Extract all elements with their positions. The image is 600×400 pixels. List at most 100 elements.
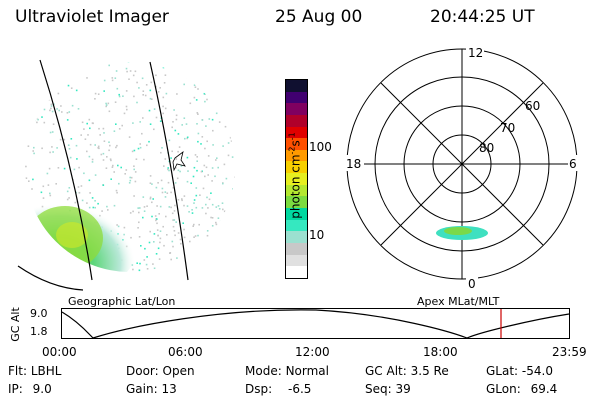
speckle-dot (194, 253, 197, 256)
speckle-dot (209, 90, 212, 92)
speckle-dot (196, 160, 198, 162)
speckle-dot (34, 119, 36, 122)
speckle-dot (205, 212, 207, 215)
speckle-dot (179, 170, 181, 173)
speckle-dot (164, 191, 167, 193)
speckle-dot (33, 271, 35, 272)
speckle-dot (52, 123, 55, 125)
speckle-dot (161, 191, 164, 194)
geographic-image (17, 59, 235, 291)
speckle-dot (111, 166, 114, 168)
speckle-dot (128, 182, 131, 184)
speckle-dot (152, 263, 154, 265)
apex-label: Apex MLat/MLT (417, 295, 500, 308)
speckle-dot (223, 268, 225, 270)
colorbar-segment (286, 103, 307, 115)
speckle-dot (227, 213, 229, 215)
speckle-dot (218, 121, 221, 123)
speckle-dot (173, 109, 175, 111)
speckle-dot (215, 244, 218, 247)
geographic-label: Geographic Lat/Lon (68, 295, 176, 308)
speckle-dot (225, 81, 228, 83)
speckle-dot (211, 203, 214, 206)
speckle-dot (25, 258, 27, 260)
speckle-dot (83, 62, 86, 65)
speckle-dot (91, 62, 93, 63)
speckle-dot (28, 87, 31, 90)
speckle-dot (99, 134, 101, 136)
speckle-dot (149, 196, 152, 199)
speckle-dot (112, 164, 114, 167)
speckle-dot (118, 128, 121, 130)
speckle-dot (211, 94, 214, 96)
speckle-dot (159, 241, 161, 244)
speckle-dot (153, 241, 155, 243)
speckle-dot (177, 199, 180, 201)
speckle-dot (129, 70, 132, 72)
speckle-dot (51, 110, 54, 113)
speckle-dot (105, 105, 107, 108)
speckle-dot (197, 140, 199, 143)
speckle-dot (217, 217, 220, 219)
speckle-dot (164, 107, 167, 110)
speckle-dot (43, 108, 46, 111)
speckle-dot (66, 65, 68, 67)
speckle-dot (217, 81, 219, 83)
speckle-dot (183, 236, 186, 239)
speckle-dot (219, 227, 221, 229)
speckle-dot (49, 131, 52, 134)
speckle-dot (188, 211, 190, 213)
speckle-dot (56, 147, 58, 149)
speckle-dot (57, 260, 60, 262)
speckle-dot (225, 246, 227, 248)
speckle-dot (36, 225, 38, 227)
speckle-dot (149, 123, 152, 125)
speckle-dot (199, 249, 202, 252)
speckle-dot (116, 87, 119, 90)
speckle-dot (215, 71, 218, 74)
speckle-dot (27, 274, 29, 276)
speckle-dot (137, 147, 140, 150)
speckle-dot (25, 165, 27, 168)
speckle-dot (66, 119, 69, 121)
speckle-dot (46, 69, 48, 72)
speckle-dot (48, 99, 50, 101)
speckle-dot (108, 64, 110, 67)
speckle-dot (57, 167, 60, 169)
speckle-dot (229, 219, 231, 221)
speckle-dot (97, 145, 100, 148)
speckle-dot (207, 207, 209, 209)
status-dsp: Dsp: -6.5 (245, 382, 312, 396)
status-mode: Mode: Normal (245, 364, 329, 378)
speckle-dot (35, 117, 38, 120)
speckle-dot (199, 69, 201, 71)
speckle-dot (42, 185, 45, 188)
speckle-dot (205, 166, 208, 169)
speckle-dot (139, 207, 141, 209)
speckle-dot (223, 210, 226, 213)
speckle-dot (142, 216, 144, 219)
speckle-dot (185, 123, 188, 125)
speckle-dot (183, 117, 186, 119)
speckle-dot (125, 105, 128, 108)
speckle-dot (197, 265, 199, 268)
speckle-dot (26, 68, 28, 71)
speckle-dot (69, 74, 71, 76)
timeline-frame (61, 308, 570, 339)
speckle-dot (217, 255, 219, 258)
speckle-dot (189, 240, 191, 243)
speckle-dot (84, 138, 87, 140)
speckle-dot (156, 205, 158, 207)
speckle-dot (173, 270, 175, 272)
speckle-dot (230, 213, 233, 215)
speckle-dot (103, 79, 106, 82)
speckle-dot (174, 129, 177, 132)
speckle-dot (87, 134, 89, 136)
speckle-dot (155, 74, 157, 77)
speckle-dot (106, 156, 108, 158)
speckle-dot (75, 266, 77, 269)
gcalt-axis-label: GC Alt (8, 307, 22, 342)
speckle-dot (170, 191, 172, 194)
speckle-dot (207, 155, 210, 157)
speckle-dot (225, 112, 228, 115)
